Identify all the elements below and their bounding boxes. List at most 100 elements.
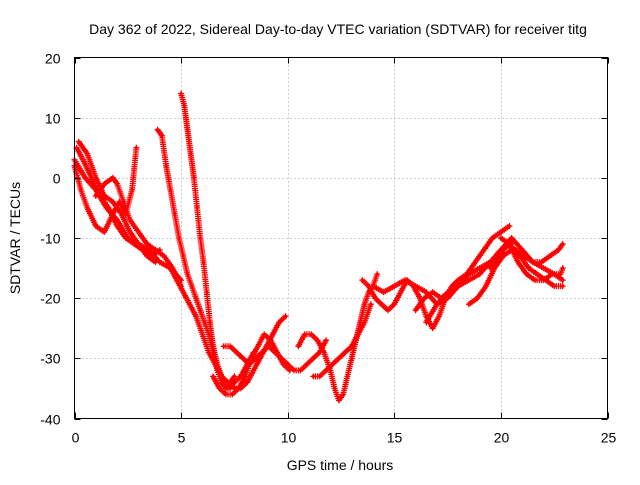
data-point (392, 284, 396, 288)
data-point (252, 368, 256, 372)
data-point (81, 158, 85, 162)
data-point (524, 272, 529, 276)
data-point (298, 368, 303, 372)
data-point (102, 194, 106, 198)
data-point (484, 284, 488, 288)
data-point (90, 176, 94, 180)
data-point (533, 278, 537, 282)
data-point (234, 350, 239, 354)
data-point (220, 374, 224, 378)
data-point (189, 152, 193, 156)
data-point (201, 260, 206, 264)
data-point (337, 356, 341, 360)
data-point (111, 176, 115, 180)
y-tick-label: -10 (40, 231, 60, 247)
data-point (561, 278, 565, 282)
data-point (375, 272, 379, 276)
data-point (232, 380, 236, 384)
data-point (467, 302, 471, 306)
series-t12 (310, 301, 374, 380)
data-point (239, 374, 243, 378)
data-point (379, 302, 384, 306)
data-point (271, 332, 275, 336)
data-point (181, 290, 185, 294)
data-point (371, 284, 375, 288)
y-tick-label: -20 (40, 291, 60, 307)
data-point (134, 146, 138, 150)
data-point (358, 320, 362, 324)
data-point (315, 338, 320, 342)
data-point (311, 356, 315, 360)
data-point (497, 254, 501, 258)
data-point (217, 386, 222, 390)
data-point (490, 236, 494, 240)
data-point (322, 350, 326, 354)
data-point (373, 296, 377, 300)
data-point (230, 392, 234, 396)
data-point (296, 344, 300, 348)
data-point (168, 266, 172, 270)
data-point (488, 266, 492, 270)
x-tick-label: 5 (178, 430, 186, 446)
data-point (478, 266, 482, 270)
data-point (222, 344, 226, 348)
data-point (478, 272, 482, 276)
data-point (198, 236, 202, 240)
data-point (516, 260, 520, 264)
data-point (208, 320, 212, 324)
data-point (437, 314, 441, 318)
data-point (465, 272, 469, 276)
data-point (185, 128, 190, 132)
data-point (550, 272, 554, 276)
data-point (145, 242, 149, 246)
series-t15 (412, 223, 513, 314)
data-point (561, 266, 565, 270)
data-point (254, 356, 258, 360)
data-point (175, 278, 179, 282)
data-point (475, 296, 479, 300)
data-point (158, 260, 162, 264)
data-point (305, 362, 309, 366)
y-tick-label: 10 (45, 111, 61, 127)
series-t8 (167, 265, 289, 392)
data-point (559, 272, 563, 276)
data-point (207, 350, 211, 354)
data-point (224, 386, 228, 390)
data-point (153, 260, 158, 264)
data-point (418, 296, 422, 300)
chart-title: Day 362 of 2022, Sidereal Day-to-day VTE… (89, 21, 587, 37)
x-tick-label: 15 (387, 430, 403, 446)
x-axis-label: GPS time / hours (287, 457, 394, 473)
data-point (192, 176, 196, 180)
data-point (85, 152, 89, 156)
data-point (292, 368, 296, 372)
y-tick-label: 20 (45, 51, 61, 67)
data-point (115, 182, 119, 186)
data-point (156, 128, 160, 132)
data-point (556, 248, 561, 252)
data-point (362, 320, 367, 324)
data-point (367, 284, 371, 288)
data-point (279, 356, 283, 360)
data-point (561, 284, 565, 288)
data-point (232, 374, 236, 378)
data-point (203, 320, 207, 324)
data-point (424, 320, 428, 324)
data-point (309, 332, 313, 336)
series-t10 (220, 337, 330, 374)
data-point (177, 236, 181, 240)
data-point (179, 92, 183, 96)
data-point (200, 332, 204, 336)
data-point (431, 326, 435, 330)
y-tick-label: -40 (40, 412, 60, 428)
data-point (128, 230, 132, 234)
data-point (136, 242, 141, 246)
data-point (499, 236, 503, 240)
data-point (115, 218, 119, 222)
data-point (369, 302, 373, 306)
data-point (330, 362, 335, 366)
data-point (245, 380, 249, 384)
data-point (153, 248, 158, 252)
